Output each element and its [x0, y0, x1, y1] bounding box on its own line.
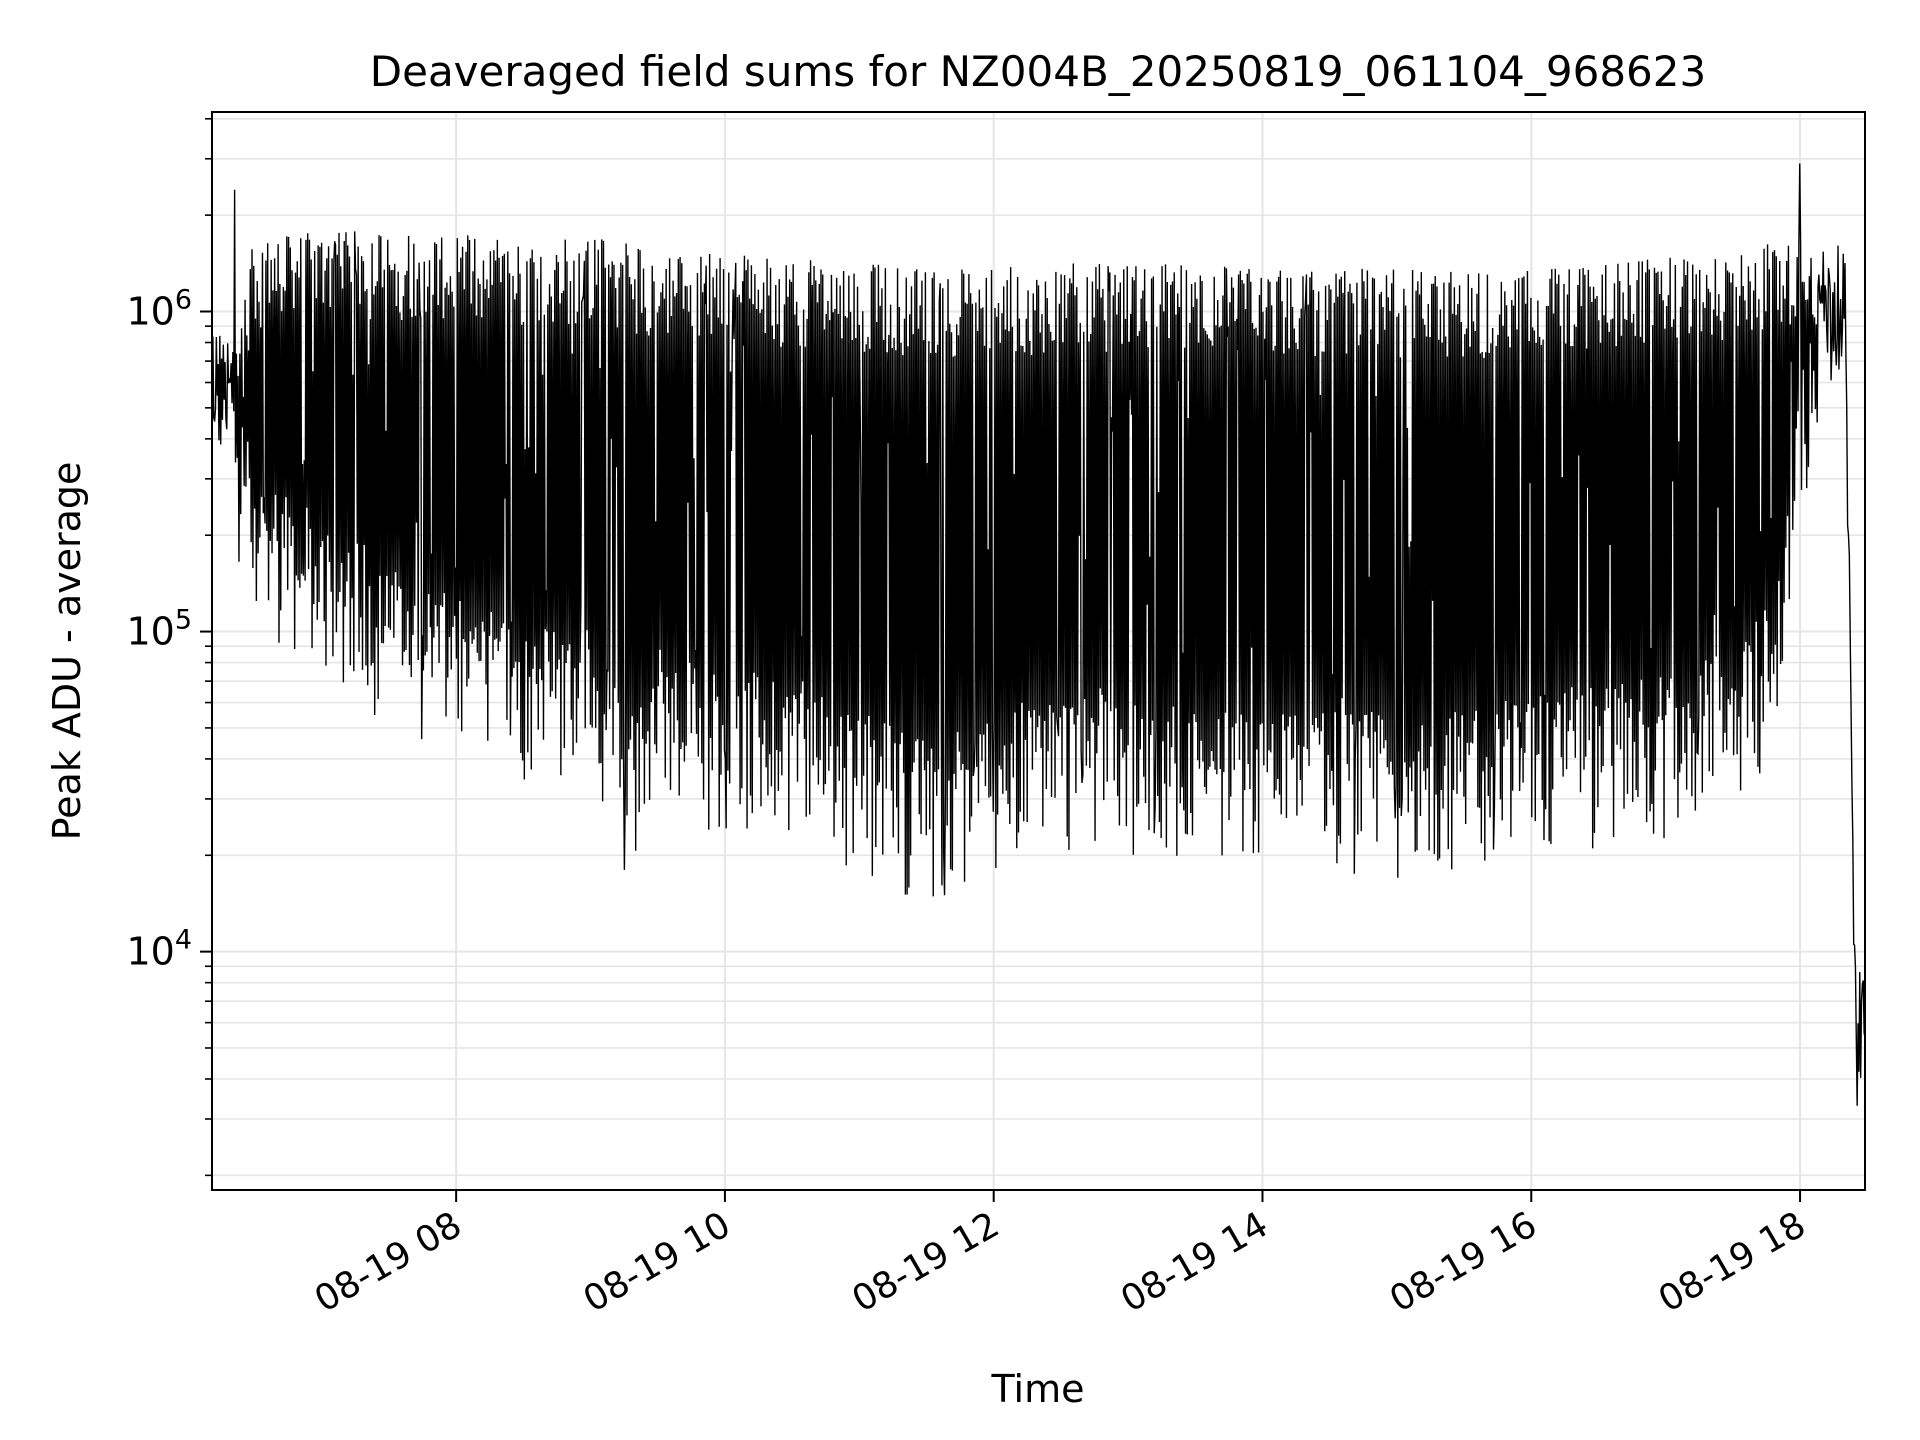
y-tick-label: 105	[126, 605, 192, 654]
y-axis: 104 105 106	[126, 117, 212, 1177]
y-tick-label: 106	[126, 284, 192, 333]
plot-area	[212, 163, 1865, 1106]
y-tick-label: 104	[126, 925, 192, 974]
plot-frame	[211, 111, 1866, 1191]
chart-title: Deaveraged field sums for NZ004B_2025081…	[370, 47, 1706, 96]
x-axis-label: Time	[991, 1367, 1085, 1411]
y-axis-label: Peak ADU - average	[45, 462, 89, 841]
series-line	[212, 163, 1865, 1106]
